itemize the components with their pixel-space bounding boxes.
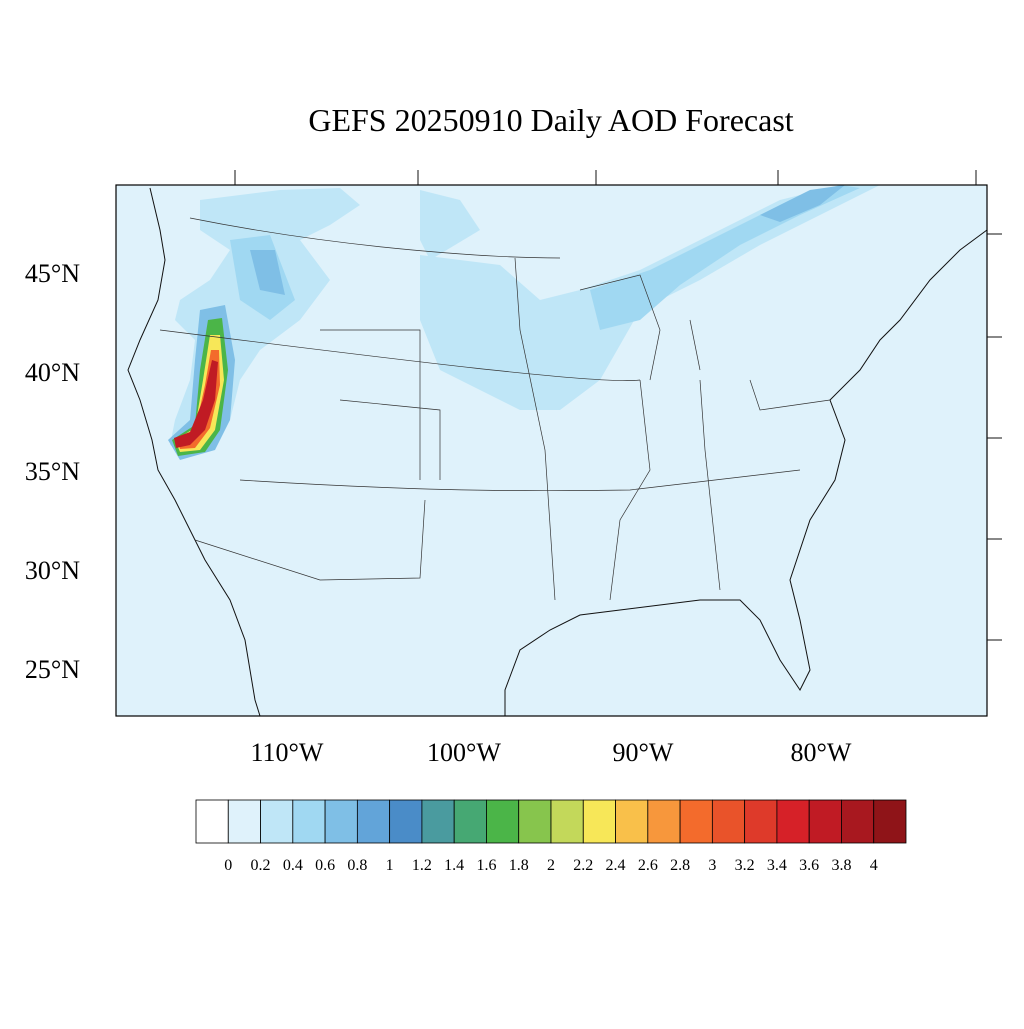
colorbar-box <box>744 799 778 844</box>
colorbar-box <box>615 799 649 844</box>
smoke-region <box>174 360 218 448</box>
colorbar-box <box>647 799 681 844</box>
colorbar-box <box>711 799 746 844</box>
state-border <box>194 499 426 581</box>
colorbar-box <box>679 799 713 844</box>
smoke-region <box>420 190 480 260</box>
colorbar-label: 3.4 <box>767 857 787 874</box>
map <box>115 170 1002 717</box>
colorbar-box <box>841 799 875 844</box>
coastline <box>504 229 988 716</box>
colorbar-label: 2.8 <box>670 857 690 874</box>
lat-label: 30°N <box>25 556 80 585</box>
colorbar-label: 2.4 <box>606 857 626 874</box>
colorbar-box <box>518 799 552 844</box>
colorbar-box <box>356 799 391 844</box>
colorbar-box <box>324 799 358 844</box>
colorbar-label: 1.8 <box>509 857 529 874</box>
colorbar-box <box>550 799 584 844</box>
colorbar-label: 1.6 <box>476 857 496 874</box>
smoke-region <box>590 185 860 330</box>
state-border <box>609 379 831 601</box>
colorbar-label: 0 <box>224 857 232 874</box>
colorbar-label: 3 <box>708 857 716 874</box>
colorbar-box <box>776 799 810 844</box>
lake <box>579 274 701 381</box>
colorbar-box <box>582 799 616 844</box>
lon-label: 80°W <box>791 738 852 767</box>
colorbar-label: 1.2 <box>412 857 432 874</box>
colorbar-label: 0.8 <box>347 857 367 874</box>
lat-label: 40°N <box>25 358 80 387</box>
colorbar: 0 0.2 0.4 0.6 0.8 1 1.2 1.4 1.6 1.8 2 2.2 2.4 2.6 2.8 3… <box>195 799 907 874</box>
colorbar-label: 0.2 <box>251 857 271 874</box>
colorbar-label: 1 <box>386 857 394 874</box>
frame-ticks <box>234 170 1002 641</box>
state-border <box>239 469 801 492</box>
colorbar-label: 0.6 <box>315 857 335 874</box>
smoke-region <box>250 250 285 295</box>
colorbar-box <box>292 799 326 844</box>
colorbar-box <box>808 799 842 844</box>
colorbar-label: 3.6 <box>799 857 819 874</box>
colorbar-box <box>195 799 229 844</box>
colorbar-box <box>486 799 520 844</box>
colorbar-label: 3.2 <box>735 857 755 874</box>
state-border <box>320 257 556 601</box>
colorbar-box <box>260 799 294 844</box>
colorbar-label: 2.6 <box>638 857 658 874</box>
colorbar-box <box>389 799 423 844</box>
colorbar-label: 3.8 <box>831 857 851 874</box>
lon-label: 100°W <box>427 738 501 767</box>
border <box>189 217 561 259</box>
colorbar-label: 2.2 <box>573 857 593 874</box>
lat-label: 35°N <box>25 457 80 486</box>
colorbar-label: 1.4 <box>444 857 464 874</box>
colorbar-box <box>453 799 487 844</box>
smoke-region <box>760 185 845 222</box>
lon-label: 90°W <box>613 738 674 767</box>
colorbar-box <box>873 799 907 844</box>
colorbar-box <box>421 799 455 844</box>
lon-label: 110°W <box>251 738 324 767</box>
lat-label: 45°N <box>25 259 80 288</box>
colorbar-label: 2 <box>547 857 555 874</box>
map-frame <box>115 184 988 717</box>
lat-label: 25°N <box>25 655 80 684</box>
colorbar-label: 4 <box>870 857 878 874</box>
colorbar-label: 0.4 <box>283 857 303 874</box>
map-title: GEFS 20250910 Daily AOD Forecast <box>308 102 793 138</box>
state-border <box>159 329 641 381</box>
coastline <box>127 187 261 717</box>
colorbar-box <box>227 799 261 844</box>
